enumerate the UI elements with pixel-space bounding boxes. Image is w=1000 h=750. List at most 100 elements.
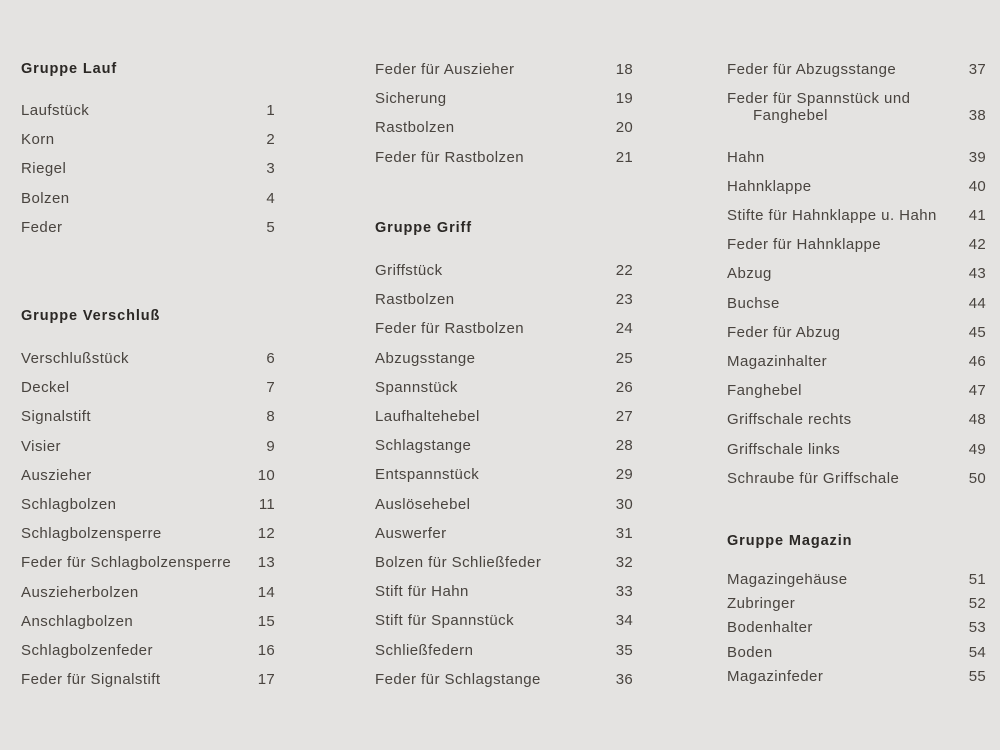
- parts-list-entry: Feder für Schlagbolzensperre 13: [21, 554, 275, 571]
- entry-label: Feder: [21, 218, 63, 236]
- parts-list-entry: Schlagbolzen 11: [21, 496, 275, 513]
- group-heading: Gruppe Verschluß: [21, 308, 161, 324]
- parts-list-entry: Griffstück 22: [375, 262, 633, 279]
- entry-number: 32: [615, 554, 633, 571]
- entry-label: Abzugsstange: [375, 349, 476, 367]
- parts-list-entry: Laufhaltehebel 27: [375, 408, 633, 425]
- entry-number: 29: [615, 466, 633, 484]
- entry-number: 47: [968, 382, 986, 400]
- entry-label: Hahnklappe: [727, 177, 812, 195]
- parts-list-entry: Auszieher 10: [21, 467, 275, 484]
- entry-number: 1: [266, 102, 275, 119]
- parts-list-entry: Signalstift 8: [21, 408, 275, 425]
- entry-label: Magazinfeder: [727, 667, 824, 685]
- entry-number: 21: [615, 148, 633, 166]
- parts-list-entry: Abzug 43: [727, 265, 986, 282]
- entry-number: 25: [615, 349, 633, 367]
- entry-label: Sicherung: [375, 90, 447, 108]
- entry-label-continuation: Fanghebel: [753, 107, 828, 125]
- entry-number: 37: [968, 61, 986, 78]
- entry-label: Feder für Abzug: [727, 323, 841, 341]
- entry-label: Griffschale links: [727, 440, 841, 458]
- parts-list-entry: Feder für Signalstift 17: [21, 671, 275, 688]
- parts-list-entry: Abzugsstange 25: [375, 350, 633, 367]
- entry-number: 49: [968, 440, 986, 458]
- entry-number: 38: [968, 107, 986, 125]
- entry-number: 18: [615, 61, 633, 78]
- entry-label: Schlagbolzenfeder: [21, 642, 153, 659]
- entry-label: Rastbolzen: [375, 291, 455, 309]
- parts-list-entry: Bodenhalter 53: [727, 619, 986, 636]
- parts-list-entry: Bolzen für Schließfeder 32: [375, 554, 633, 571]
- entry-number: 16: [257, 642, 275, 659]
- parts-list-entry: Bolzen 4: [21, 190, 275, 207]
- parts-list-entry: Schraube für Griffschale 50: [727, 470, 986, 487]
- entry-label: Riegel: [21, 160, 67, 178]
- entry-number: 48: [968, 411, 986, 429]
- entry-number: 7: [266, 379, 275, 397]
- entry-label: Magazingehäuse: [727, 571, 848, 588]
- entry-number: 15: [257, 612, 275, 630]
- parts-list-entry: Rastbolzen 20: [375, 119, 633, 136]
- group-heading: Gruppe Griff: [375, 220, 472, 236]
- entry-number: 55: [968, 667, 986, 685]
- entry-label: Schlagstange: [375, 437, 472, 455]
- entry-number: 27: [615, 408, 633, 425]
- entry-number: 13: [257, 554, 275, 572]
- entry-number: 35: [615, 641, 633, 659]
- entry-number: 31: [615, 524, 633, 542]
- entry-label: Schraube für Griffschale: [727, 469, 900, 487]
- entry-label: Verschlußstück: [21, 350, 130, 367]
- parts-list-entry: Auszieherbolzen 14: [21, 584, 275, 601]
- entry-label: Feder für Hahnklappe: [727, 236, 882, 254]
- parts-list-entry: Zubringer 52: [727, 595, 986, 612]
- entry-label: Bolzen für Schließfeder: [375, 554, 542, 571]
- entry-number: 4: [266, 189, 275, 207]
- parts-list-entry: Hahn 39: [727, 149, 986, 166]
- entry-label: Magazinhalter: [727, 353, 828, 370]
- entry-number: 26: [615, 378, 633, 396]
- parts-list-entry: Feder für Rastbolzen 21: [375, 149, 633, 166]
- entry-label: Feder für Abzugsstange: [727, 61, 897, 78]
- parts-list-entry: Sicherung 19: [375, 90, 633, 107]
- entry-label: Feder für Auszieher: [375, 61, 515, 78]
- parts-list-entry: Auswerfer 31: [375, 525, 633, 542]
- entry-label: Laufhaltehebel: [375, 408, 480, 425]
- entry-number: 40: [968, 177, 986, 195]
- parts-list-entry: Hahnklappe 40: [727, 178, 986, 195]
- parts-list-entry: Auslösehebel 30: [375, 496, 633, 513]
- parts-list-entry: Verschlußstück 6: [21, 350, 275, 367]
- parts-list-entry: Magazingehäuse 51: [727, 571, 986, 588]
- entry-number: 11: [258, 496, 275, 513]
- entry-label: Visier: [21, 437, 61, 455]
- entry-number: 36: [615, 670, 633, 688]
- entry-label: Boden: [727, 643, 773, 661]
- parts-list-entry: Laufstück 1: [21, 102, 275, 119]
- parts-list-entry: Stift für Hahn 33: [375, 583, 633, 600]
- entry-label: Laufstück: [21, 102, 90, 119]
- parts-list-entry: Feder für Abzugsstange 37: [727, 61, 986, 78]
- parts-list-entry: Boden 54: [727, 644, 986, 661]
- entry-number: 23: [615, 291, 633, 309]
- parts-list-entry: Schlagbolzensperre 12: [21, 525, 275, 542]
- parts-list-entry: Feder für Spannstück und Fanghebel 38: [727, 90, 986, 124]
- entry-number: 42: [968, 236, 986, 254]
- entry-label: Abzug: [727, 265, 772, 283]
- parts-list-entry: Schließfedern 35: [375, 642, 633, 659]
- parts-list-entry: Stift für Spannstück 34: [375, 612, 633, 629]
- parts-list-entry: Magazinfeder 55: [727, 668, 986, 685]
- entry-number: 53: [968, 619, 986, 637]
- entry-label: Bodenhalter: [727, 619, 813, 637]
- entry-label: Feder für Signalstift: [21, 671, 161, 689]
- entry-label: Auszieherbolzen: [21, 583, 139, 601]
- parts-list-entry: Feder für Schlagstange 36: [375, 671, 633, 688]
- entry-number: 50: [968, 469, 986, 487]
- entry-label: Auslösehebel: [375, 495, 471, 513]
- entry-number: 22: [615, 262, 633, 279]
- entry-label: Stift für Hahn: [375, 583, 469, 601]
- entry-number: 2: [266, 131, 275, 149]
- parts-list-entry: Visier 9: [21, 438, 275, 455]
- parts-list-entry: Korn 2: [21, 131, 275, 148]
- entry-number: 20: [615, 119, 633, 137]
